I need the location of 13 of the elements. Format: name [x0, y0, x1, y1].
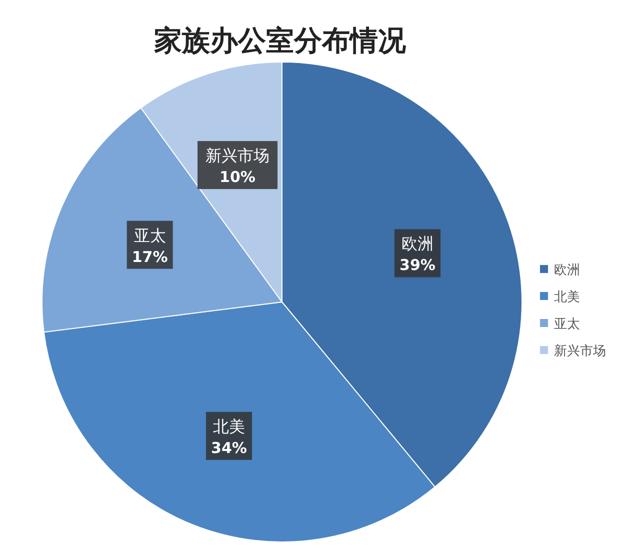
chart-title: 家族办公室分布情况: [153, 24, 407, 57]
data-label: 10%: [220, 168, 256, 186]
slice-label: 新兴市场: [206, 146, 270, 166]
data-label: 17%: [132, 248, 168, 266]
data-label: 34%: [211, 438, 247, 457]
data-label: 39%: [400, 256, 436, 274]
legend-label: 亚太: [554, 317, 580, 332]
slice-label: 欧洲: [401, 234, 434, 254]
legend-label: 欧洲: [554, 263, 580, 278]
slice-label: 亚太: [134, 226, 166, 245]
slice-label: 北美: [212, 416, 245, 436]
legend-label: 北美: [554, 289, 580, 305]
legend-label: 新兴市场: [554, 344, 606, 359]
